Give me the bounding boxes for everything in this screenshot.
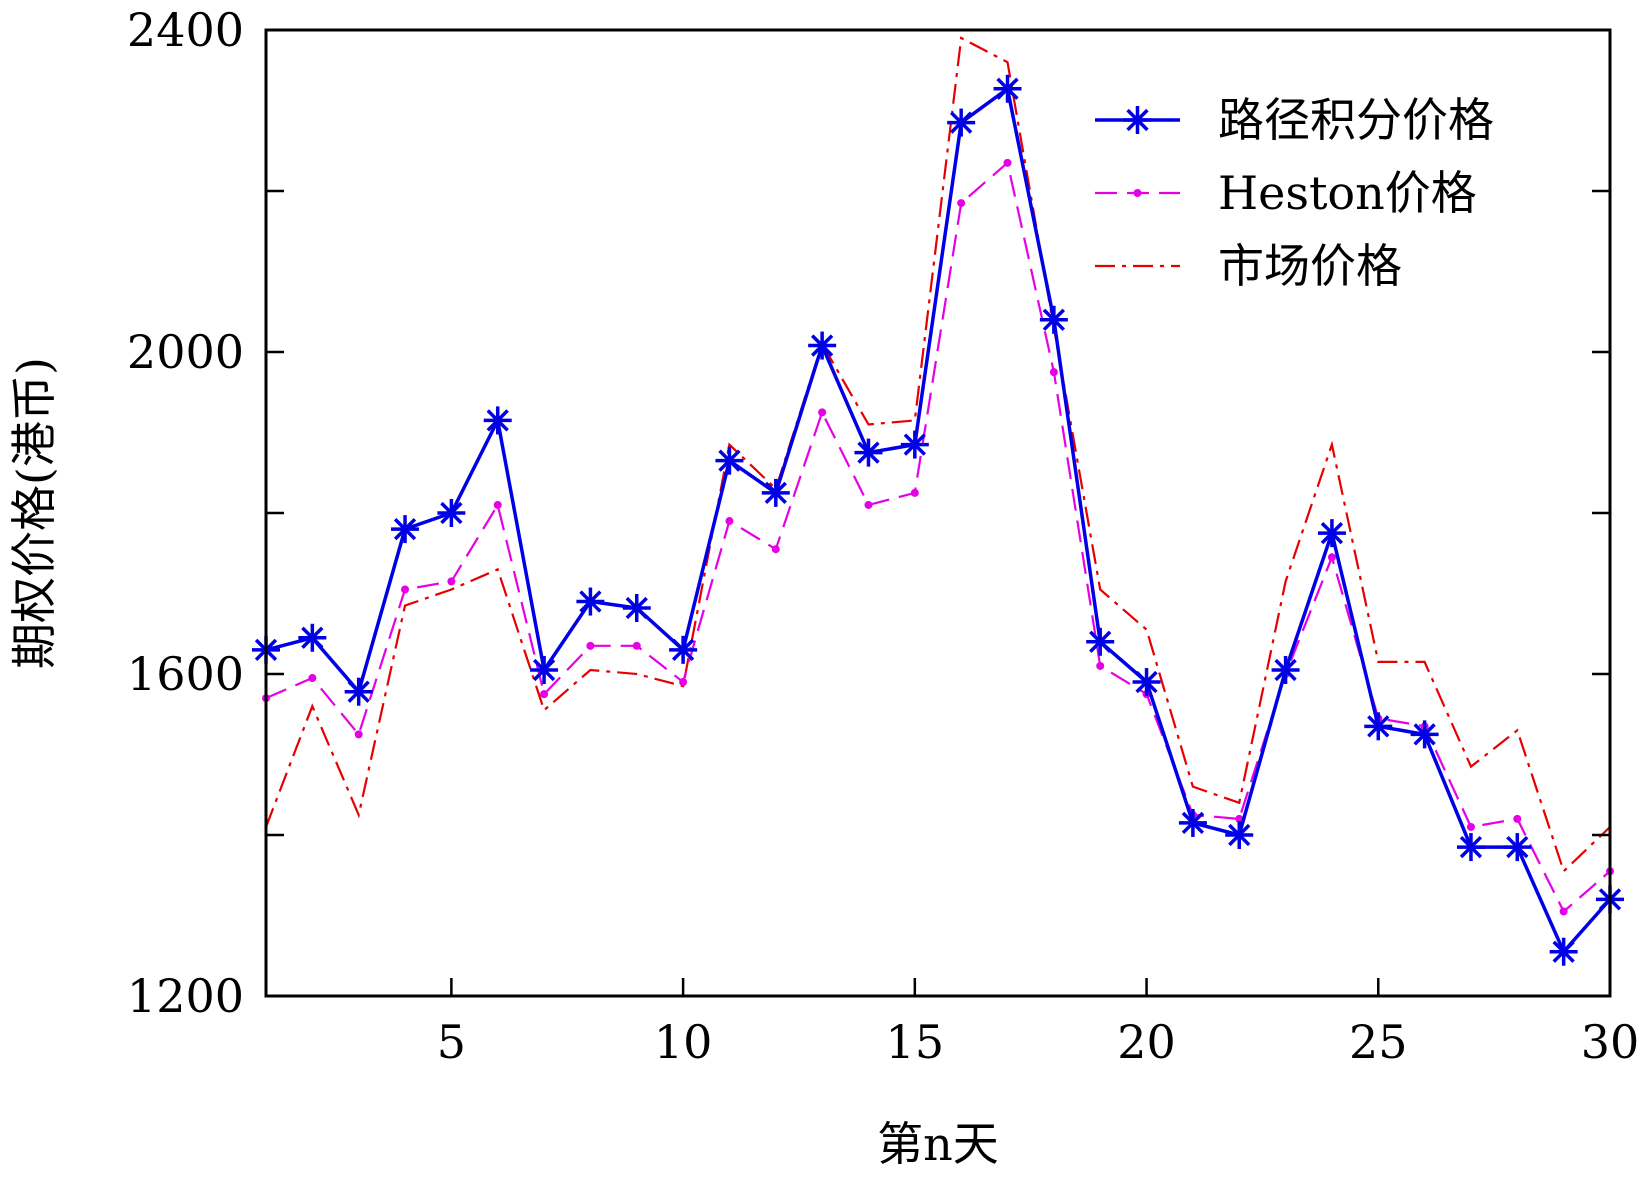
series-2-point (540, 690, 549, 699)
series-1-point (1410, 720, 1439, 749)
series-2-point (1559, 907, 1568, 916)
series-3 (264, 36, 1611, 874)
series-1-point (344, 677, 373, 706)
series-2-point (354, 730, 363, 739)
series-1-point (1364, 712, 1393, 741)
series-2-point (957, 199, 966, 208)
series-1-point (1178, 808, 1207, 837)
series-1-point (1086, 627, 1115, 656)
series-1-point (483, 406, 512, 435)
series-1-point (1225, 821, 1254, 849)
series-1-point (437, 499, 466, 527)
series-2-point (910, 488, 919, 497)
series-2-point (1049, 368, 1058, 377)
series-1-point (993, 74, 1022, 103)
x-tick-label: 30 (1581, 1015, 1640, 1069)
series-1-point (1503, 833, 1532, 862)
x-tick-label: 25 (1349, 1015, 1408, 1069)
series-1-point (1317, 519, 1346, 548)
series-1-point (715, 446, 744, 475)
series-1-point (298, 623, 327, 652)
series-2-point (725, 517, 734, 526)
y-tick-label: 2400 (127, 3, 244, 57)
y-tick-label: 2000 (127, 325, 244, 379)
legend-entry-3: 市场价格 (1095, 239, 1402, 293)
series-1-point (576, 587, 605, 616)
series-1-point (1271, 655, 1300, 684)
series-2-point (1466, 822, 1475, 831)
series-1-point (1132, 668, 1161, 697)
legend-entry-1: 路径积分价格 (1095, 93, 1494, 147)
series-1 (252, 74, 1624, 966)
series-1-point (1549, 937, 1578, 966)
series-2-point (493, 500, 502, 509)
series-2-point (1096, 661, 1105, 670)
y-tick-label: 1600 (127, 647, 244, 701)
series-2-point (1003, 158, 1012, 167)
series-1-point (900, 430, 929, 459)
legend-marker (1133, 189, 1142, 197)
ticks-layer: 5 10 15 20 25 30 1200 1600 2000 2400 (127, 3, 1639, 1069)
series-2-point (1235, 814, 1244, 823)
y-axis-title: 期权价格(港币) (7, 357, 61, 669)
legend-label: 路径积分价格 (1218, 93, 1494, 147)
series-1-point (761, 478, 790, 507)
y-tick-label: 1200 (127, 969, 244, 1023)
series-2-line (265, 160, 1611, 914)
x-tick-label: 20 (1117, 1015, 1176, 1069)
series-1-point (854, 438, 883, 467)
series-2-point (308, 674, 317, 683)
legend-label: Heston价格 (1218, 166, 1477, 220)
series-1-point (1039, 305, 1068, 334)
series-2-point (771, 545, 780, 554)
legend-entry-2: Heston价格 (1095, 166, 1477, 220)
legend-marker (1123, 106, 1152, 134)
series-2-point (586, 641, 595, 650)
series-2-point (447, 577, 456, 586)
series-layer (252, 36, 1624, 966)
x-tick-label: 5 (437, 1015, 466, 1069)
legend-label: 市场价格 (1218, 239, 1402, 293)
series-2-point (864, 500, 873, 509)
series-1-point (622, 593, 651, 622)
x-axis-title: 第n天 (877, 1117, 999, 1171)
series-2-point (632, 641, 641, 650)
series-3-line (264, 36, 1611, 874)
series-2-point (1513, 814, 1522, 823)
series-1-point (1456, 833, 1485, 862)
series-2-point (401, 585, 410, 594)
x-tick-label: 15 (886, 1015, 945, 1069)
x-tick-label: 10 (654, 1015, 713, 1069)
series-1-point (808, 331, 837, 360)
series-1-point (669, 635, 698, 664)
series-1-point (391, 515, 420, 544)
series-2-point (679, 678, 688, 687)
series-1-point (530, 655, 559, 684)
series-2-point (818, 408, 827, 417)
series-1-point (947, 108, 976, 137)
series-2-point (1327, 553, 1336, 562)
